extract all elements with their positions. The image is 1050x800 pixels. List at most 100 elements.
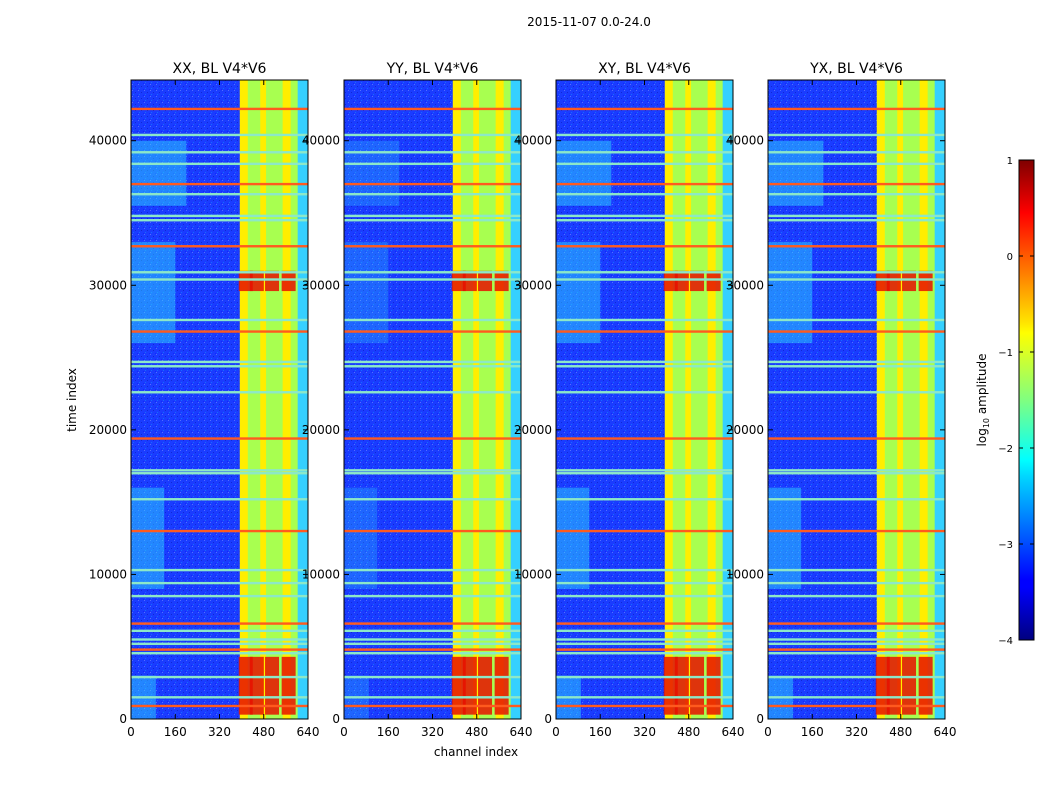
flagged-row <box>768 193 945 196</box>
bright-channel-stripe <box>897 80 905 719</box>
strong-rfi-block <box>462 656 477 715</box>
flagged-row <box>556 365 733 368</box>
strong-rfi-block <box>690 270 705 292</box>
flagged-row <box>131 652 308 655</box>
cyan-patch <box>344 241 389 344</box>
flagged-row <box>556 271 733 274</box>
y-tick-label: 10000 <box>514 567 552 581</box>
y-tick-label: 40000 <box>302 134 340 148</box>
y-tick-label: 40000 <box>514 134 552 148</box>
bright-channel-stripe <box>903 80 916 719</box>
colorbar-tick-label: 1 <box>1007 156 1013 167</box>
strong-rfi-block <box>706 270 721 292</box>
flagged-row <box>768 245 945 248</box>
cyan-patch <box>344 487 378 589</box>
flagged-row <box>131 360 308 364</box>
flagged-row <box>556 193 733 196</box>
y-tick-label: 0 <box>332 712 340 726</box>
flagged-row <box>768 581 945 585</box>
flagged-row <box>344 652 521 655</box>
flagged-row <box>344 696 521 699</box>
x-tick-label: 480 <box>889 725 912 739</box>
flagged-row <box>344 391 521 394</box>
flagged-row <box>556 642 733 646</box>
x-tick-label: 640 <box>722 725 745 739</box>
flagged-row <box>768 594 945 598</box>
flagged-row <box>131 162 308 166</box>
flagged-row <box>768 568 945 572</box>
x-tick-label: 0 <box>764 725 772 739</box>
flagged-row <box>768 696 945 699</box>
strong-rfi-block <box>902 656 917 715</box>
flagged-row <box>556 437 733 440</box>
figure-suptitle: 2015-11-07 0.0-24.0 <box>527 15 651 29</box>
flagged-row <box>131 151 308 154</box>
flagged-row <box>768 219 945 222</box>
x-tick-label: 320 <box>208 725 231 739</box>
cyan-patch <box>131 487 165 589</box>
x-tick-label: 480 <box>677 725 700 739</box>
strong-rfi-block <box>875 656 890 715</box>
flagged-row <box>556 107 733 111</box>
x-tick-label: 480 <box>465 725 488 739</box>
flagged-row <box>344 360 521 364</box>
y-tick-label: 0 <box>119 712 127 726</box>
flagged-row <box>344 622 521 625</box>
colorbar-tick-label: 0 <box>1007 252 1013 263</box>
flagged-row <box>344 318 521 322</box>
bright-channel-stripe <box>266 80 279 719</box>
cyan-patch <box>556 140 612 206</box>
flagged-row <box>556 675 733 679</box>
x-tick-label: 0 <box>552 725 560 739</box>
flagged-row <box>131 704 308 708</box>
flagged-row <box>768 214 945 218</box>
strong-rfi-block <box>249 270 264 292</box>
flagged-row <box>556 391 733 394</box>
x-tick-label: 0 <box>340 725 348 739</box>
flagged-row <box>556 151 733 154</box>
panel-title: YY, BL V4*V6 <box>386 61 479 77</box>
flagged-row <box>131 498 308 501</box>
flagged-row <box>344 648 521 651</box>
flagged-row <box>344 675 521 679</box>
bright-channel-stripe <box>479 80 492 719</box>
flagged-row <box>131 594 308 598</box>
flagged-row <box>131 472 308 475</box>
colorbar-label-subscript: 10 <box>982 418 991 428</box>
y-tick-label: 40000 <box>726 134 764 148</box>
flagged-row <box>344 193 521 196</box>
strong-rfi-block <box>462 270 477 292</box>
flagged-row <box>768 182 945 186</box>
panel-title: YX, BL V4*V6 <box>809 61 903 77</box>
flagged-row <box>556 581 733 585</box>
flagged-row <box>131 622 308 625</box>
colorbar-tick-label: −3 <box>998 540 1013 551</box>
cyan-patch <box>768 140 824 206</box>
y-tick-label: 20000 <box>89 423 127 437</box>
cyan-patch <box>556 487 590 589</box>
flagged-row <box>344 472 521 475</box>
y-tick-label: 30000 <box>89 278 127 292</box>
bright-channel-stripe <box>260 80 268 719</box>
bright-channel-stripe <box>691 80 704 719</box>
bright-channel-stripe <box>463 80 476 719</box>
flagged-row <box>556 638 733 641</box>
y-tick-label: 0 <box>756 712 764 726</box>
strong-rfi-block <box>265 270 280 292</box>
x-tick-label: 640 <box>510 725 533 739</box>
heatmap-panel-3: XY, BL V4*V6 0 160 320 480 640 0 10000 20000 3000… <box>514 61 745 739</box>
flagged-row <box>768 469 945 472</box>
strong-rfi-block <box>494 656 509 715</box>
flagged-row <box>556 318 733 322</box>
flagged-row <box>768 133 945 137</box>
flagged-row <box>768 642 945 646</box>
flagged-row <box>556 498 733 501</box>
flagged-row <box>556 652 733 655</box>
flagged-row <box>131 529 308 533</box>
strong-rfi-block <box>478 270 493 292</box>
colorbar-tick-label: −1 <box>998 348 1013 359</box>
strong-rfi-block <box>451 656 466 715</box>
flagged-row <box>131 278 308 281</box>
y-tick-label: 30000 <box>514 278 552 292</box>
flagged-row <box>344 638 521 641</box>
